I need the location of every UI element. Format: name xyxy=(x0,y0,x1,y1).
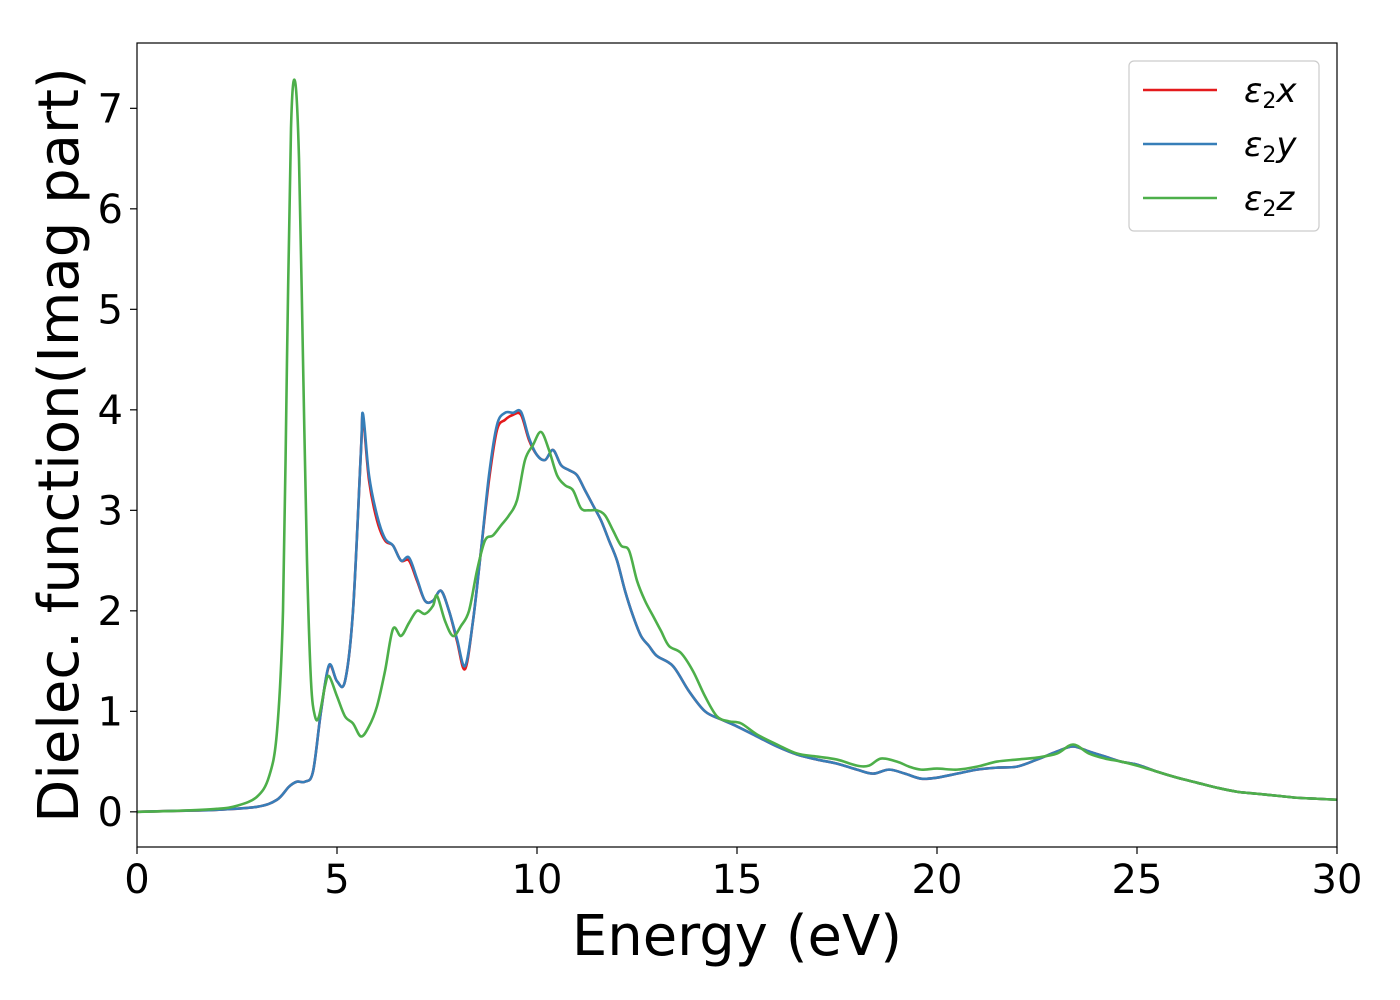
y-tick-label: 3 xyxy=(98,488,123,534)
legend-label: ε2x xyxy=(1244,71,1297,114)
x-tick-label: 15 xyxy=(712,857,763,903)
series-line-y xyxy=(136,408,1338,814)
x-tick-label: 5 xyxy=(324,857,349,903)
series-line-z xyxy=(136,78,1338,814)
y-axis: 0 1 2 3 4 5 6 7 xyxy=(98,86,137,836)
y-axis-title: Dielec. function(Imag part) xyxy=(27,67,92,823)
x-tick-label: 10 xyxy=(512,857,563,903)
legend-label: ε2y xyxy=(1244,125,1297,168)
x-tick-label: 0 xyxy=(124,857,149,903)
legend: ε2x ε2y ε2z xyxy=(1128,60,1320,232)
y-tick-label: 5 xyxy=(98,287,123,333)
y-tick-label: 0 xyxy=(98,790,123,836)
y-tick-label: 4 xyxy=(98,388,123,434)
x-tick-label: 20 xyxy=(912,857,963,903)
legend-label: ε2z xyxy=(1244,179,1295,222)
x-axis: 0 5 10 15 20 25 30 xyxy=(124,847,1362,903)
y-tick-label: 6 xyxy=(98,187,123,233)
y-tick-label: 1 xyxy=(98,689,123,735)
series-layer xyxy=(136,78,1338,814)
x-axis-title: Energy (eV) xyxy=(572,904,902,969)
legend-box xyxy=(1128,60,1320,232)
y-tick-label: 2 xyxy=(98,589,123,635)
x-tick-label: 25 xyxy=(1112,857,1163,903)
y-tick-label: 7 xyxy=(98,86,123,132)
x-tick-label: 30 xyxy=(1312,857,1363,903)
